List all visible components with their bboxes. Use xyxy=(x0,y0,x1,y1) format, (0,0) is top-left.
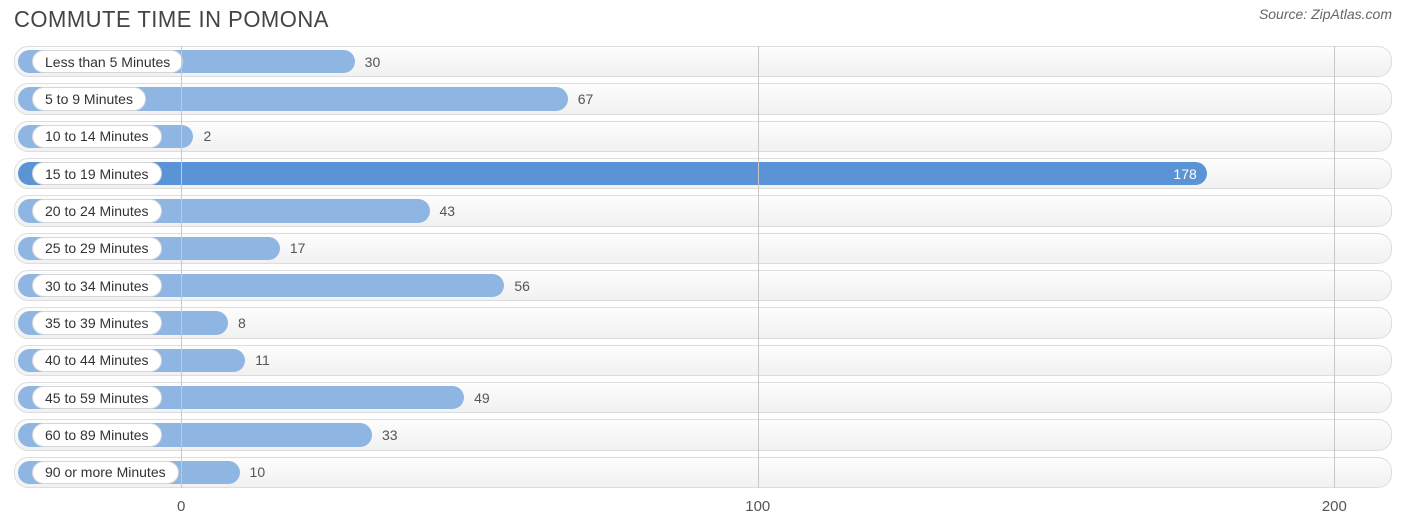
bar-track: 15 to 19 Minutes 178 xyxy=(14,158,1392,189)
x-tick-label: 0 xyxy=(177,498,185,515)
category-label: 60 to 89 Minutes xyxy=(32,423,162,446)
value-label: 17 xyxy=(290,234,306,263)
chart-title: COMMUTE TIME IN POMONA xyxy=(14,6,329,33)
bar-track: 10 to 14 Minutes 2 xyxy=(14,121,1392,152)
value-label: 30 xyxy=(365,47,381,76)
bar-track: 25 to 29 Minutes 17 xyxy=(14,233,1392,264)
value-label: 8 xyxy=(238,308,246,337)
value-label: 43 xyxy=(440,196,456,225)
category-label: 15 to 19 Minutes xyxy=(32,162,162,185)
category-label: 45 to 59 Minutes xyxy=(32,386,162,409)
category-label: 90 or more Minutes xyxy=(32,461,179,484)
source-name: ZipAtlas.com xyxy=(1311,6,1392,22)
category-label: 10 to 14 Minutes xyxy=(32,125,162,148)
bar-track: 40 to 44 Minutes 11 xyxy=(14,345,1392,376)
bar-track: 5 to 9 Minutes 67 xyxy=(14,83,1392,114)
category-label: 25 to 29 Minutes xyxy=(32,237,162,260)
category-label: 20 to 24 Minutes xyxy=(32,199,162,222)
category-label: 30 to 34 Minutes xyxy=(32,274,162,297)
bar-track: Less than 5 Minutes 30 xyxy=(14,46,1392,77)
value-label: 178 xyxy=(1173,159,1196,188)
x-tick-label: 200 xyxy=(1322,498,1347,515)
bar-track: 45 to 59 Minutes 49 xyxy=(14,382,1392,413)
category-label: 40 to 44 Minutes xyxy=(32,349,162,372)
gridline xyxy=(181,46,182,488)
value-label: 2 xyxy=(203,122,211,151)
bar-track: 30 to 34 Minutes 56 xyxy=(14,270,1392,301)
value-label: 49 xyxy=(474,383,490,412)
value-label: 56 xyxy=(514,271,530,300)
value-label: 10 xyxy=(250,458,266,487)
x-tick-label: 100 xyxy=(745,498,770,515)
chart-source: Source: ZipAtlas.com xyxy=(1259,6,1392,22)
chart-plot-area: Less than 5 Minutes 30 5 to 9 Minutes 67 10 … xyxy=(14,46,1392,488)
value-label: 67 xyxy=(578,84,594,113)
gridline xyxy=(1334,46,1335,488)
bar-container: Less than 5 Minutes 30 5 to 9 Minutes 67 10 … xyxy=(14,46,1392,488)
source-prefix: Source: xyxy=(1259,6,1311,22)
chart-header: COMMUTE TIME IN POMONA Source: ZipAtlas.… xyxy=(0,0,1406,32)
bar-track: 90 or more Minutes 10 xyxy=(14,457,1392,488)
bar-track: 20 to 24 Minutes 43 xyxy=(14,195,1392,226)
value-label: 33 xyxy=(382,420,398,449)
gridline xyxy=(758,46,759,488)
bar-fill xyxy=(18,162,1207,185)
x-axis: 0 100 200 xyxy=(14,490,1392,524)
bar-track: 60 to 89 Minutes 33 xyxy=(14,419,1392,450)
value-label: 11 xyxy=(255,346,270,375)
category-label: 5 to 9 Minutes xyxy=(32,87,146,110)
category-label: Less than 5 Minutes xyxy=(32,50,183,73)
bar-track: 35 to 39 Minutes 8 xyxy=(14,307,1392,338)
category-label: 35 to 39 Minutes xyxy=(32,311,162,334)
